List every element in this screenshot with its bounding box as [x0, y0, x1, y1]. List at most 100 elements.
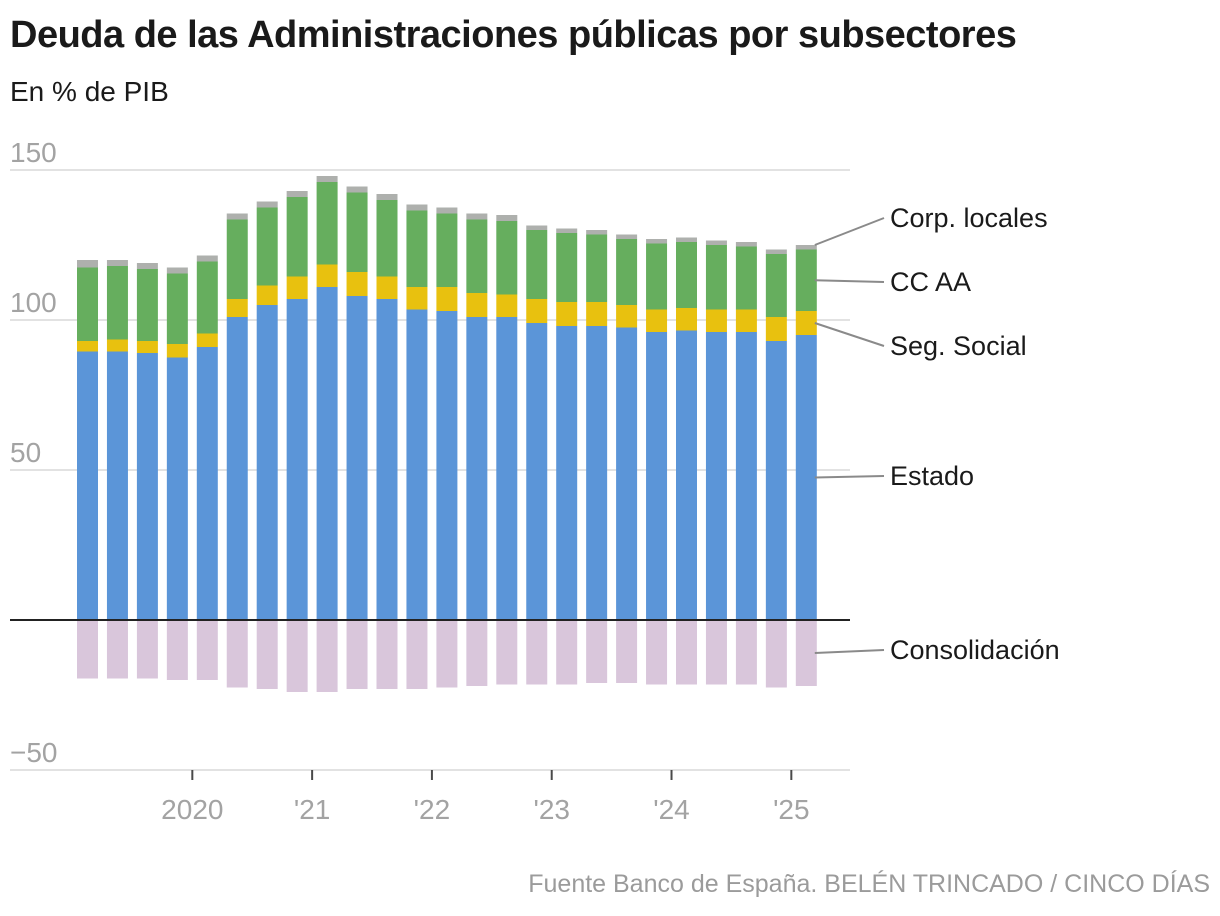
- bar-corp-locales-2022-Q1: [436, 207, 458, 214]
- bar-seg-social-2019-Q1: [77, 341, 98, 352]
- bar-corp-locales-2023-Q3: [616, 234, 638, 239]
- x-tick-label: 2020: [161, 794, 223, 825]
- bar-group-2019-Q1: [77, 260, 98, 679]
- bar-corp-locales-2025-Q1: [795, 245, 817, 250]
- bar-seg-social-2021-Q2: [346, 272, 368, 296]
- bar-group-2022-Q1: [436, 207, 458, 688]
- bars: [77, 176, 817, 692]
- series-labels: Corp. locales CC AA Seg. Social Estado Conso…: [814, 203, 1060, 665]
- bar-group-2020-Q3: [256, 201, 278, 689]
- series-label-cc-aa: CC AA: [890, 267, 971, 297]
- y-tick-label: 150: [10, 137, 57, 168]
- bar-seg-social-2023-Q4: [646, 309, 668, 332]
- bar-corp-locales-2019-Q2: [106, 260, 128, 266]
- bar-corp-locales-2021-Q4: [406, 204, 428, 211]
- bar-consolidacion-2024-Q3: [735, 620, 757, 685]
- x-tick-label: '24: [653, 794, 690, 825]
- bar-corp-locales-2024-Q3: [735, 242, 757, 247]
- bar-seg-social-2023-Q2: [586, 302, 608, 326]
- bar-consolidacion-2022-Q4: [526, 620, 548, 685]
- bar-cc-aa-2023-Q2: [586, 234, 608, 302]
- bar-corp-locales-2023-Q1: [556, 228, 578, 233]
- bar-corp-locales-2023-Q4: [646, 239, 668, 244]
- leader-line: [814, 217, 885, 246]
- bar-group-2023-Q4: [646, 239, 668, 685]
- bar-seg-social-2020-Q3: [256, 285, 278, 305]
- bar-seg-social-2022-Q2: [466, 293, 488, 317]
- bar-corp-locales-2021-Q3: [376, 194, 398, 200]
- bar-estado-2023-Q4: [646, 332, 668, 620]
- bar-group-2022-Q3: [496, 215, 518, 685]
- x-tick-label: '21: [294, 794, 331, 825]
- bar-seg-social-2021-Q4: [406, 287, 428, 310]
- series-label-consolidaci-n: Consolidación: [890, 635, 1060, 665]
- bar-group-2023-Q1: [556, 228, 578, 685]
- bar-group-2019-Q4: [166, 267, 188, 680]
- x-tick-label: '23: [533, 794, 570, 825]
- bar-group-2020-Q2: [226, 213, 248, 688]
- bar-corp-locales-2019-Q4: [166, 267, 188, 274]
- bar-group-2021-Q3: [376, 194, 398, 689]
- bar-corp-locales-2021-Q1: [316, 176, 338, 182]
- bar-cc-aa-2019-Q1: [77, 267, 98, 341]
- bar-corp-locales-2019-Q3: [136, 263, 158, 269]
- bar-seg-social-2024-Q3: [735, 309, 757, 332]
- bar-group-2020-Q4: [286, 191, 308, 692]
- leader-line: [814, 322, 885, 347]
- bar-cc-aa-2024-Q4: [765, 254, 787, 317]
- bar-consolidacion-2020-Q1: [196, 620, 218, 680]
- bar-corp-locales-2024-Q4: [765, 249, 787, 254]
- bar-cc-aa-2021-Q4: [406, 210, 428, 287]
- bar-consolidacion-2019-Q4: [166, 620, 188, 680]
- bar-corp-locales-2022-Q3: [496, 215, 518, 221]
- bar-estado-2019-Q3: [136, 353, 158, 620]
- bar-group-2022-Q2: [466, 213, 488, 686]
- bar-consolidacion-2021-Q2: [346, 620, 368, 689]
- series-label-estado: Estado: [890, 461, 974, 491]
- x-tick-label: '22: [414, 794, 451, 825]
- bar-group-2025-Q1: [795, 245, 817, 686]
- bar-group-2023-Q2: [586, 230, 608, 683]
- bar-seg-social-2021-Q3: [376, 276, 398, 299]
- gridlines: 150 100 50 −50: [10, 137, 850, 771]
- bar-cc-aa-2023-Q1: [556, 233, 578, 302]
- bar-estado-2020-Q4: [286, 299, 308, 620]
- bar-corp-locales-2020-Q3: [256, 201, 278, 208]
- bar-group-2024-Q1: [676, 237, 697, 685]
- bar-consolidacion-2023-Q2: [586, 620, 608, 683]
- bar-estado-2021-Q4: [406, 309, 428, 620]
- leader-line: [814, 279, 885, 283]
- bar-seg-social-2022-Q1: [436, 287, 458, 311]
- bar-estado-2020-Q1: [196, 347, 218, 620]
- bar-estado-2022-Q3: [496, 317, 518, 620]
- bar-seg-social-2022-Q4: [526, 299, 548, 323]
- chart-title: Deuda de las Administraciones públicas p…: [10, 14, 1017, 56]
- axes: 2020 '21 '22 '23 '24 '25: [10, 619, 850, 825]
- bar-seg-social-2020-Q4: [286, 276, 308, 299]
- bar-estado-2023-Q3: [616, 327, 638, 620]
- bar-corp-locales-2022-Q2: [466, 213, 488, 220]
- bar-corp-locales-2020-Q1: [196, 255, 218, 262]
- y-tick-label: 100: [10, 287, 57, 318]
- bar-estado-2019-Q2: [106, 351, 128, 620]
- x-tick-label: '25: [773, 794, 810, 825]
- bar-cc-aa-2023-Q3: [616, 239, 638, 305]
- bar-estado-2021-Q2: [346, 296, 368, 620]
- bar-cc-aa-2019-Q2: [106, 266, 128, 340]
- bar-consolidacion-2020-Q4: [286, 620, 308, 692]
- bar-estado-2024-Q4: [765, 341, 787, 620]
- bar-consolidacion-2022-Q2: [466, 620, 488, 686]
- bar-estado-2022-Q4: [526, 323, 548, 620]
- bar-estado-2019-Q1: [77, 351, 98, 620]
- bar-cc-aa-2021-Q2: [346, 192, 368, 272]
- bar-cc-aa-2020-Q2: [226, 219, 248, 299]
- bar-consolidacion-2023-Q3: [616, 620, 638, 683]
- bar-seg-social-2024-Q1: [676, 308, 697, 331]
- bar-seg-social-2023-Q3: [616, 305, 638, 328]
- bar-seg-social-2025-Q1: [795, 311, 817, 335]
- bar-consolidacion-2025-Q1: [795, 620, 817, 686]
- bar-consolidacion-2024-Q2: [705, 620, 727, 685]
- bar-corp-locales-2023-Q2: [586, 230, 608, 235]
- bar-estado-2023-Q2: [586, 326, 608, 620]
